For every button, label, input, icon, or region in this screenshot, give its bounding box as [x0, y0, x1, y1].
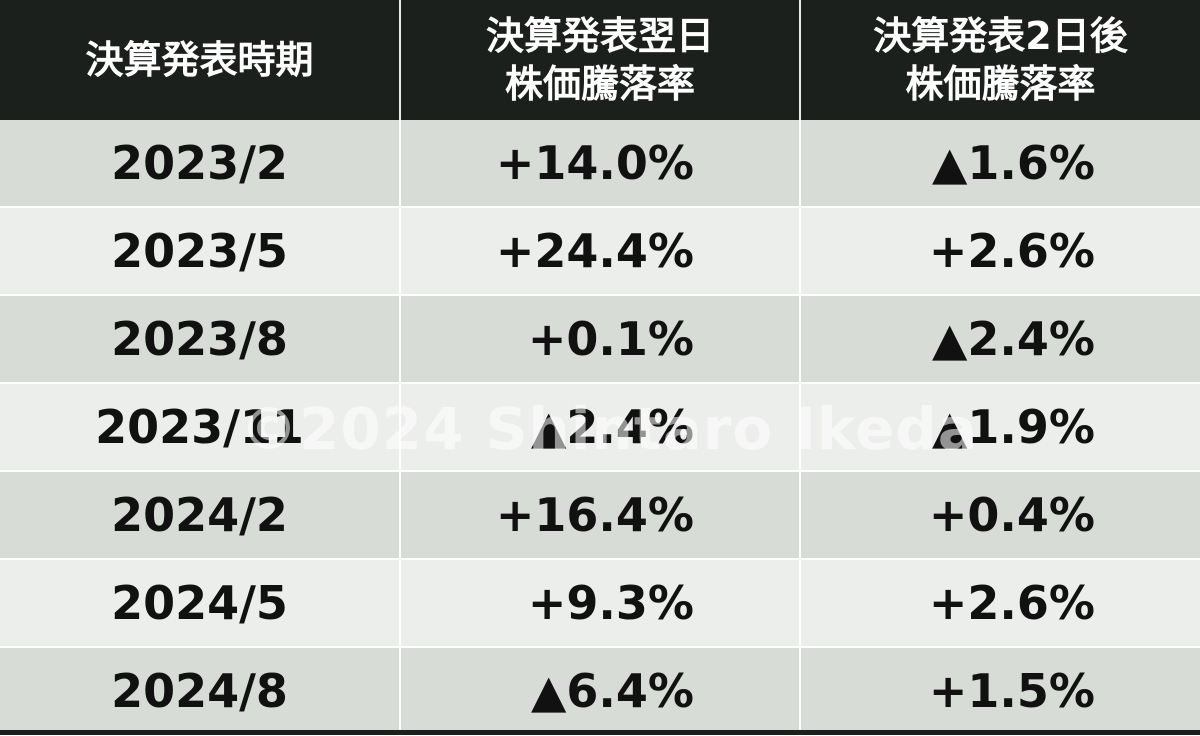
next-day-change-cell: ▲6.4%	[400, 647, 801, 736]
two-day-change-cell: +2.6%	[800, 559, 1200, 648]
period-cell: 2023/5	[0, 207, 401, 296]
next-day-change-cell: +0.1%	[400, 295, 801, 384]
header-two-days-line2: 株価騰落率	[905, 62, 1096, 106]
table-row: 2024/5 +9.3% +2.6%	[0, 559, 1200, 648]
header-next-day: 決算発表翌日 株価騰落率	[400, 0, 801, 120]
header-two-days-line1: 決算発表2日後	[873, 14, 1128, 58]
period-cell: 2024/2	[0, 471, 401, 560]
two-day-change-cell: ▲1.9%	[800, 383, 1200, 472]
next-day-change-cell: ▲2.4%	[400, 383, 801, 472]
two-day-change-cell: ▲2.4%	[800, 295, 1200, 384]
table-header-row: 決算発表時期 決算発表翌日 株価騰落率 決算発表2日後 株価騰落率	[0, 0, 1200, 120]
two-day-change-cell: +1.5%	[800, 647, 1200, 736]
header-period-label: 決算発表時期	[85, 38, 314, 82]
period-cell: 2024/5	[0, 559, 401, 648]
table-row: 2023/11 ▲2.4% ▲1.9%	[0, 383, 1200, 472]
next-day-change-cell: +24.4%	[400, 207, 801, 296]
header-two-days: 決算発表2日後 株価騰落率	[800, 0, 1200, 120]
table-row: 2024/2 +16.4% +0.4%	[0, 471, 1200, 560]
period-cell: 2023/11	[0, 383, 401, 472]
table-row: 2023/5 +24.4% +2.6%	[0, 207, 1200, 296]
two-day-change-cell: ▲1.6%	[800, 120, 1200, 208]
two-day-change-cell: +2.6%	[800, 207, 1200, 296]
period-cell: 2023/2	[0, 120, 401, 208]
table-row: 2023/8 +0.1% ▲2.4%	[0, 295, 1200, 384]
next-day-change-cell: +16.4%	[400, 471, 801, 560]
two-day-change-cell: +0.4%	[800, 471, 1200, 560]
header-next-day-line1: 決算発表翌日	[485, 14, 714, 58]
header-next-day-line2: 株価騰落率	[504, 62, 695, 106]
period-cell: 2023/8	[0, 295, 401, 384]
table-row: 2023/2 +14.0% ▲1.6%	[0, 120, 1200, 208]
next-day-change-cell: +14.0%	[400, 120, 801, 208]
bottom-border	[0, 730, 1200, 735]
next-day-change-cell: +9.3%	[400, 559, 801, 648]
table-row: 2024/8 ▲6.4% +1.5%	[0, 647, 1200, 736]
period-cell: 2024/8	[0, 647, 401, 736]
header-period: 決算発表時期	[0, 0, 401, 120]
